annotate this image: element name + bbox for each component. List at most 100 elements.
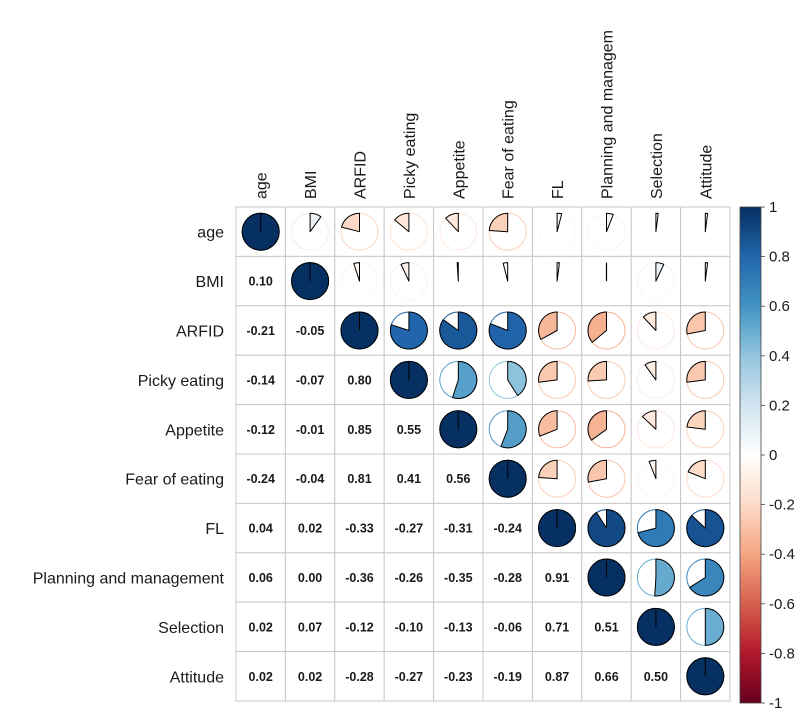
colorbar-tick-label: 0 — [769, 447, 777, 464]
pie-bmi-planning-and-management — [587, 262, 626, 301]
pie-slice — [353, 262, 360, 282]
coef-fl-bmi: 0.02 — [298, 522, 322, 536]
pie-picky-eating-appetite — [439, 360, 478, 399]
grid-cell — [433, 552, 484, 603]
grid-cell — [235, 651, 286, 702]
pie-slice — [686, 410, 706, 430]
pie-fear-of-eating-planning-and-management — [587, 459, 626, 498]
coef-planning-and-management-fear-of-eating: -0.28 — [493, 571, 522, 585]
coef-planning-and-management-bmi: 0.00 — [298, 571, 322, 585]
number-marks: 0.10 -0.21 -0.05 -0.14 -0.07 0.80 -0.12 -0.01 0.… — [246, 275, 668, 684]
pie-fl-planning-and-management — [587, 509, 626, 548]
pie-slice — [686, 509, 725, 548]
row-label-fear-of-eating: Fear of eating — [125, 472, 224, 489]
grid-cell — [284, 404, 336, 455]
pie-planning-and-management-selection — [636, 558, 675, 597]
grid-cell — [433, 651, 484, 702]
pie-slice — [500, 410, 527, 449]
grid-cell — [235, 453, 286, 504]
column-label-planning-and-managem: Planning and managem — [600, 30, 617, 199]
coef-appetite-age: -0.12 — [246, 423, 275, 437]
pie-fear-of-eating-attitude — [686, 459, 725, 498]
grid-cell — [482, 651, 533, 702]
coef-attitude-picky-eating: -0.27 — [395, 670, 424, 684]
coef-appetite-arfid: 0.85 — [347, 423, 371, 437]
pie-fear-of-eating-fl — [538, 459, 577, 498]
coef-fl-fear-of-eating: -0.24 — [493, 522, 522, 536]
coef-planning-and-management-arfid: -0.36 — [345, 571, 374, 585]
coef-selection-fl: 0.71 — [545, 620, 569, 634]
pie-slice — [704, 262, 709, 282]
coef-fear-of-eating-age: -0.24 — [246, 472, 275, 486]
coef-attitude-fl: 0.87 — [545, 670, 569, 684]
grid-cell — [482, 502, 533, 554]
coef-selection-arfid: -0.12 — [345, 620, 374, 634]
coef-planning-and-management-appetite: -0.35 — [444, 571, 473, 585]
coef-selection-bmi: 0.07 — [298, 620, 322, 634]
grid-cell — [334, 552, 385, 603]
row-label-age: age — [197, 225, 224, 242]
column-label-arfid: ARFID — [353, 151, 370, 199]
coef-bmi-age: 0.10 — [249, 275, 273, 289]
column-label-fl: FL — [550, 180, 567, 199]
pie-slice — [689, 558, 725, 597]
pie-picky-eating-attitude — [686, 360, 725, 399]
colorbar-tick-label: -0.6 — [769, 596, 795, 613]
grid-cell — [581, 601, 632, 653]
pie-fl-selection — [636, 509, 675, 548]
coef-fl-age: 0.04 — [249, 522, 273, 536]
pie-slice — [654, 558, 675, 597]
column-label-bmi: BMI — [303, 171, 320, 199]
colorbar-tick-label: 0.6 — [769, 298, 790, 315]
pie-age-selection — [636, 212, 675, 251]
pie-marks — [241, 212, 725, 696]
colorbar-scale — [739, 206, 762, 704]
row-label-picky-eating: Picky eating — [138, 373, 224, 390]
pie-planning-and-management-attitude — [686, 558, 725, 597]
grid-cell — [531, 651, 583, 702]
column-label-picky-eating: Picky eating — [402, 113, 419, 199]
pie-picky-eating-fl — [538, 360, 577, 399]
grid-cell — [433, 453, 484, 504]
pie-slice — [606, 212, 614, 233]
grid-cell — [284, 305, 336, 356]
pie-arfid-fear-of-eating — [488, 311, 527, 350]
grid-cell — [581, 651, 632, 702]
pie-selection-attitude — [686, 607, 725, 646]
pie-picky-eating-picky-eating — [389, 360, 428, 399]
coef-fl-picky-eating: -0.27 — [395, 522, 424, 536]
grid-cell — [334, 404, 385, 455]
pie-slice — [587, 360, 607, 382]
grid-cell — [383, 502, 435, 554]
pie-fl-fl — [538, 509, 577, 548]
grid-cell — [630, 651, 682, 702]
coef-fear-of-eating-bmi: -0.04 — [296, 472, 325, 486]
pie-arfid-fl — [538, 311, 577, 350]
pie-appetite-fl — [538, 410, 577, 449]
pie-bmi-fl — [538, 262, 577, 301]
grid-cell — [531, 601, 583, 653]
pie-appetite-fear-of-eating — [488, 410, 527, 449]
pie-age-age — [241, 212, 280, 251]
coef-attitude-planning-and-management: 0.66 — [594, 670, 618, 684]
pie-picky-eating-selection — [636, 360, 675, 399]
pie-arfid-arfid — [340, 311, 379, 350]
pie-age-bmi — [291, 212, 330, 251]
pie-slice — [538, 459, 558, 480]
column-label-appetite: Appetite — [451, 140, 468, 199]
row-label-attitude: Attitude — [170, 669, 224, 686]
pie-arfid-picky-eating — [389, 311, 428, 350]
row-label-fl: FL — [205, 521, 224, 538]
pie-slice — [687, 459, 706, 480]
pie-slice — [452, 360, 478, 399]
column-labels: age BMI ARFID Picky eating Appetite Fear of e… — [254, 30, 716, 199]
pie-slice — [655, 262, 665, 282]
column-label-fear-of-eating: Fear of eating — [501, 100, 518, 199]
coef-planning-and-management-age: 0.06 — [249, 571, 273, 585]
pie-slice — [556, 212, 563, 233]
coef-fear-of-eating-appetite: 0.56 — [446, 472, 470, 486]
coef-selection-picky-eating: -0.10 — [395, 620, 424, 634]
pie-slice — [488, 212, 509, 233]
grid-cell — [531, 552, 583, 603]
